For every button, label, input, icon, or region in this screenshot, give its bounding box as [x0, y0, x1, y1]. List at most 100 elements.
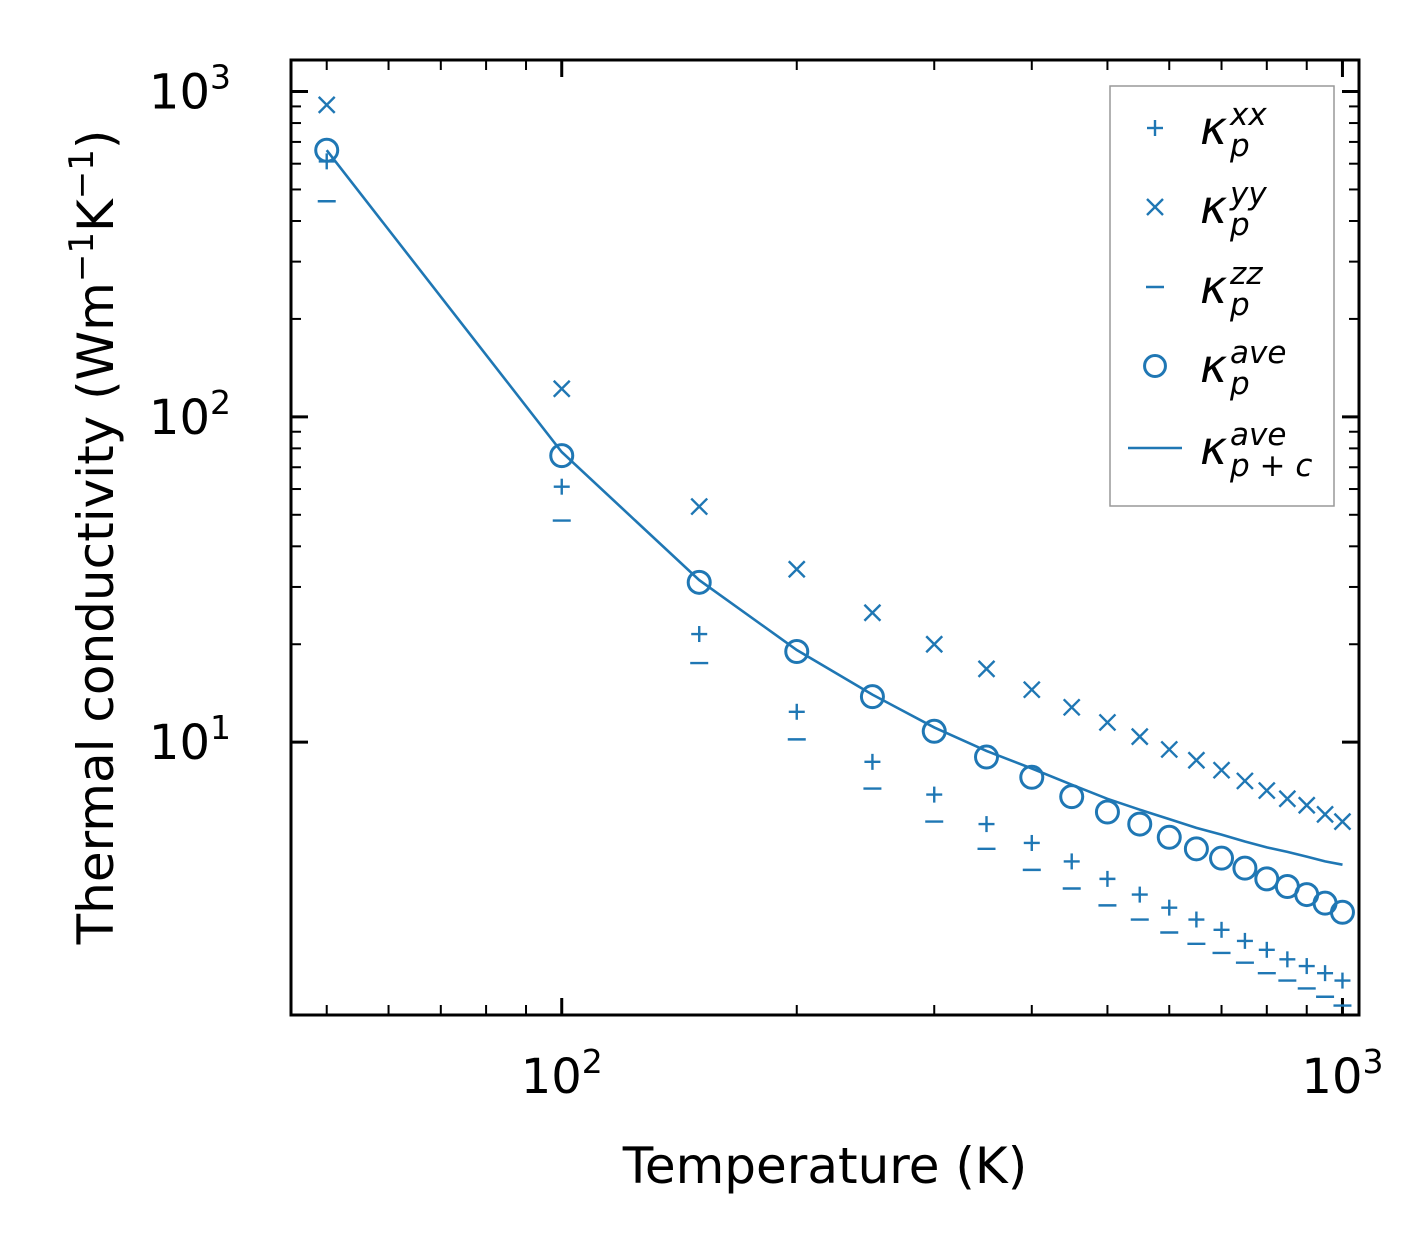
x-marker-b [1278, 789, 1297, 808]
point-kappa_p_ave [686, 569, 712, 595]
x-marker-b [1316, 805, 1334, 824]
x-marker-b [1212, 761, 1231, 780]
y-axis-label-exp1: −1 [62, 232, 102, 282]
x-marker-b [1236, 772, 1254, 790]
point-kappa_p_xx [1161, 899, 1178, 916]
y-tick-label-base: 10 [149, 390, 210, 446]
point-kappa_p_yy [1187, 751, 1206, 770]
legend-label-kappa_p_ave: κave p [1200, 335, 1286, 402]
point-kappa_p_ave [1156, 824, 1182, 850]
series-kappa_p_zz [317, 200, 1352, 1007]
point-kappa_p_yy [863, 603, 882, 622]
point-kappa_p_xx [926, 786, 943, 803]
x-marker-b [1146, 198, 1164, 216]
point-kappa_p_xx [1023, 834, 1040, 851]
y-axis-label-base: Thermal conductivity (Wm [67, 282, 125, 945]
y-tick-label: 103 [149, 58, 231, 121]
point-kappa_p_ave [859, 684, 885, 710]
legend-label-base: κ [1200, 421, 1227, 475]
point-kappa_p_ave [1209, 845, 1235, 871]
point-kappa_p_yy [552, 379, 571, 398]
x-marker-b [925, 635, 944, 654]
point-kappa_p_yy [925, 635, 944, 654]
point-kappa_p_xx [691, 626, 708, 643]
point-kappa_p_xx [978, 816, 995, 833]
legend-label-sub: p [1229, 128, 1250, 164]
point-kappa_p_xx [788, 703, 805, 720]
point-kappa_p_ave [549, 443, 575, 469]
legend-frame [1109, 85, 1335, 507]
point-kappa_p_yy [1278, 789, 1297, 808]
x-marker-b [787, 560, 806, 579]
y-axis-label-end: ) [67, 130, 125, 150]
x-marker-b [317, 96, 336, 114]
point-kappa_p_xx [1131, 886, 1148, 903]
point-kappa_p_xx [1317, 965, 1334, 982]
x-marker-b [1130, 727, 1149, 746]
point-kappa_p_yy [1022, 680, 1041, 699]
legend-marker-kappa_p_ave [1143, 354, 1167, 378]
x-marker-b [1187, 751, 1206, 770]
line-kappa_pc_ave [325, 149, 1343, 866]
point-kappa_p_yy [1062, 698, 1081, 717]
point-kappa_p_xx [1099, 870, 1116, 887]
point-kappa_p_yy [1130, 727, 1149, 746]
point-kappa_p_ave [1094, 799, 1120, 825]
y-tick-label: 102 [149, 383, 231, 446]
point-kappa_p_yy [1212, 761, 1231, 780]
legend-label-sub: p [1229, 287, 1250, 323]
x-marker-b [863, 603, 882, 622]
point-kappa_p_xx [1213, 921, 1230, 938]
legend-label-sub: p [1229, 207, 1250, 243]
x-tick-label-exp: 2 [582, 1042, 603, 1081]
legend-label-sup: zz [1229, 256, 1263, 292]
point-kappa_p_yy [1160, 740, 1179, 759]
legend-label-base: κ [1200, 260, 1227, 314]
legend-label-kappa_p_zz: κzz p [1200, 256, 1263, 323]
point-kappa_p_yy [1236, 772, 1254, 790]
point-kappa_p_ave [1127, 811, 1153, 837]
x-marker-b [1160, 740, 1179, 759]
x-marker-b [1297, 796, 1316, 815]
legend-label-kappa_p_yy: κyy p [1200, 176, 1267, 243]
x-tick-label-exp: 3 [1362, 1042, 1383, 1081]
y-tick-label-base: 10 [149, 65, 210, 121]
point-kappa_p_yy [977, 660, 996, 678]
series-kappa_pc_ave [325, 149, 1343, 866]
legend-label-sup: ave [1230, 417, 1286, 453]
point-kappa_p_yy [690, 497, 709, 516]
point-kappa_p_ave [1183, 836, 1209, 862]
point-kappa_p_yy [317, 96, 336, 114]
point-kappa_p_xx [1063, 853, 1080, 870]
legend-label-base: κ [1200, 180, 1227, 234]
legend-label-kappa_pc_ave: κave p + c [1200, 417, 1312, 484]
y-tick-label-base: 10 [149, 715, 210, 771]
point-kappa_p_xx [1279, 951, 1296, 968]
y-tick-label-exp: 3 [210, 58, 231, 97]
point-kappa_p_yy [1297, 796, 1316, 815]
x-marker-b [690, 497, 709, 516]
x-marker-b [1098, 713, 1117, 732]
y-axis-label: Thermal conductivity (Wm−1K−1) [62, 130, 125, 946]
legend-label-sub: p + c [1229, 448, 1312, 484]
point-kappa_p_xx [1334, 972, 1351, 989]
point-kappa_p_yy [1257, 781, 1276, 800]
x-marker-b [977, 660, 996, 678]
series-kappa_p_yy [317, 96, 1352, 831]
legend-label-base: κ [1200, 339, 1227, 393]
x-tick-labels: 102 103 [521, 1042, 1384, 1105]
point-kappa_p_xx [1298, 958, 1315, 975]
x-marker-b [1257, 781, 1276, 800]
point-kappa_p_xx [1258, 941, 1275, 958]
x-marker-b [1062, 698, 1081, 717]
y-axis-label-exp2: −1 [62, 149, 102, 199]
point-kappa_p_xx [864, 753, 881, 770]
point-kappa_p_ave [1254, 866, 1280, 892]
legend-label-sup: xx [1229, 97, 1267, 133]
y-axis-label-mid: K [67, 198, 125, 232]
x-marker-b [1333, 812, 1352, 831]
point-kappa_p_xx [553, 478, 570, 495]
